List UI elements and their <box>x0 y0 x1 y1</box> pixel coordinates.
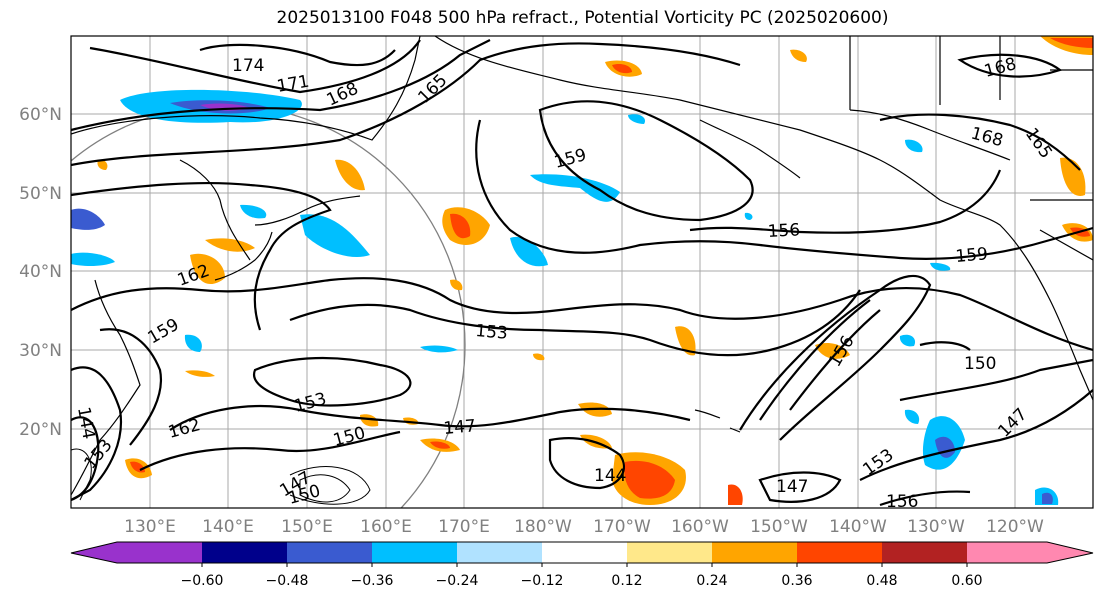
negative-pv-shading <box>71 89 1059 505</box>
contour-label: 159 <box>955 244 989 267</box>
lat-label: 60°N <box>19 105 62 125</box>
longitude-labels: 130°E 140°E 150°E 160°E 170°E 180°W 170°… <box>124 517 1044 537</box>
colorbar-segment <box>287 542 372 563</box>
colorbar-min-arrow <box>71 542 117 563</box>
colorbar-segment <box>542 542 627 563</box>
lon-label: 140°E <box>202 517 254 537</box>
colorbar-tick-label: 0.24 <box>696 573 727 589</box>
colorbar-tick-label: −0.12 <box>521 573 564 589</box>
colorbar-tick-label: −0.36 <box>351 573 394 589</box>
lat-label: 40°N <box>19 262 62 282</box>
contour-label: 147 <box>776 477 808 497</box>
lon-label: 130°E <box>124 517 176 537</box>
contour-label: 153 <box>475 321 509 344</box>
lon-label: 180°W <box>514 517 572 537</box>
lat-label: 20°N <box>19 420 62 440</box>
colorbar-tick-label: −0.60 <box>181 573 224 589</box>
colorbar-tick-label: −0.48 <box>266 573 309 589</box>
contour-label: 150 <box>964 354 996 374</box>
colorbar-segment <box>117 542 202 563</box>
contour-label: 156 <box>767 220 800 242</box>
map-frame <box>70 35 1094 509</box>
lon-label: 150°W <box>750 517 808 537</box>
contour-label: 144 <box>594 466 626 486</box>
colorbar-segment <box>202 542 287 563</box>
coastlines <box>71 36 1093 496</box>
colorbar-segment <box>967 542 1047 563</box>
colorbar-outline <box>70 541 1094 564</box>
height-contours <box>71 39 1093 507</box>
contour-label: 147 <box>443 416 477 439</box>
colorbar-segment <box>882 542 967 563</box>
colorbar-segment <box>457 542 542 563</box>
contour-label: 174 <box>232 56 264 76</box>
colorbar-tick-label: −0.24 <box>436 573 479 589</box>
colorbar-tick-label: 0.48 <box>866 573 897 589</box>
lon-label: 130°W <box>907 517 965 537</box>
lon-label: 120°W <box>986 517 1044 537</box>
colorbar-segment <box>712 542 797 563</box>
colorbar-tick-label: 0.36 <box>781 573 812 589</box>
lon-label: 170°W <box>593 517 651 537</box>
map-content: 174 171 168 165 159 168 165 168 156 159 … <box>71 36 1093 512</box>
colorbar-tick-label: 0.60 <box>951 573 982 589</box>
lat-label: 30°N <box>19 341 62 361</box>
colorbar-segment <box>797 542 882 563</box>
colorbar: −0.60 −0.48 −0.36 −0.24 −0.12 0.12 0.24 … <box>70 541 1094 589</box>
colorbar-segment <box>627 542 712 563</box>
lon-label: 160°E <box>360 517 412 537</box>
colorbar-segment <box>372 542 457 563</box>
lat-label: 50°N <box>19 184 62 204</box>
colorbar-max-arrow <box>1047 542 1093 563</box>
map-title: 2025013100 F048 500 hPa refract., Potent… <box>276 8 889 28</box>
minor-contours <box>71 448 371 505</box>
lon-label: 170°E <box>438 517 490 537</box>
contour-label: 156 <box>886 492 918 512</box>
colorbar-tick-label: 0.12 <box>611 573 642 589</box>
latitude-labels: 60°N 50°N 40°N 30°N 20°N <box>19 105 62 440</box>
lon-label: 160°W <box>671 517 729 537</box>
lon-label: 140°W <box>829 517 887 537</box>
lon-label: 150°E <box>281 517 333 537</box>
